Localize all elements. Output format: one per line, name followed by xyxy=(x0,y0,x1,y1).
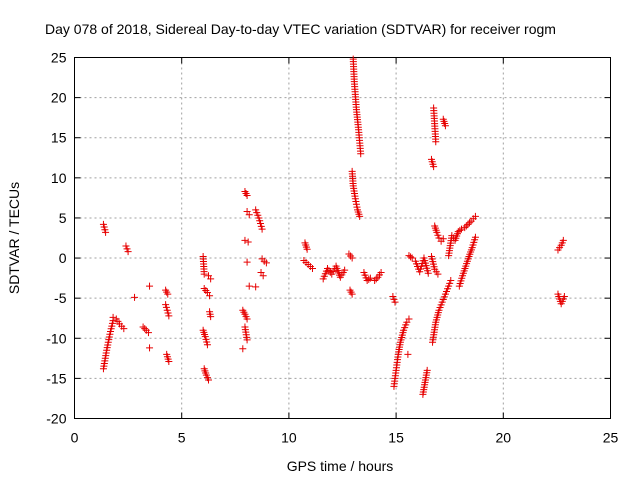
data-point xyxy=(441,122,449,130)
x-tick-label: 20 xyxy=(496,430,512,446)
y-tick-label: 10 xyxy=(51,170,67,186)
x-axis-label: GPS time / hours xyxy=(287,458,394,474)
data-point xyxy=(560,293,568,301)
data-point xyxy=(447,277,455,285)
data-point xyxy=(456,226,464,234)
data-point xyxy=(146,282,154,290)
data-point xyxy=(461,224,469,232)
data-point xyxy=(206,292,214,300)
data-point xyxy=(432,138,440,146)
axis-ticks: 0 5 10 15 20 25 -20 -15 -10 -5 0 5 10 15 20 25 xyxy=(46,50,618,446)
data-point xyxy=(308,264,316,272)
data-point xyxy=(462,222,470,230)
data-point xyxy=(243,336,251,344)
data-point xyxy=(404,350,412,358)
data-point xyxy=(464,220,472,228)
y-tick-label: 0 xyxy=(59,250,67,266)
x-tick-label: 15 xyxy=(388,430,404,446)
data-point xyxy=(424,269,432,277)
data-point xyxy=(341,266,349,274)
data-point xyxy=(258,225,266,233)
data-point xyxy=(357,150,365,158)
data-point xyxy=(165,358,173,366)
data-point xyxy=(366,274,374,282)
x-tick-label: 5 xyxy=(178,430,186,446)
data-point xyxy=(200,270,208,278)
x-tick-label: 10 xyxy=(281,430,297,446)
data-point xyxy=(434,270,442,278)
data-point xyxy=(408,254,416,262)
data-point xyxy=(377,268,385,276)
data-point xyxy=(391,298,399,306)
data-point xyxy=(405,315,413,323)
data-point xyxy=(241,236,249,244)
data-point xyxy=(245,282,253,290)
data-point xyxy=(243,315,251,323)
data-point xyxy=(243,258,251,266)
data-point xyxy=(165,312,173,320)
data-point xyxy=(423,366,431,374)
data-point xyxy=(207,275,215,283)
data-point xyxy=(120,325,128,333)
data-point xyxy=(243,191,251,199)
y-axis-label: SDTVAR / TECUs xyxy=(6,182,22,294)
y-tick-label: -20 xyxy=(46,411,66,427)
data-point xyxy=(139,323,147,331)
data-point xyxy=(559,236,567,244)
grid-lines xyxy=(74,57,611,419)
data-point xyxy=(252,283,260,291)
data-point xyxy=(164,290,172,298)
data-point xyxy=(144,329,152,337)
data-point xyxy=(124,248,132,256)
data-point xyxy=(262,259,270,267)
data-point xyxy=(356,212,364,220)
data-point xyxy=(109,313,117,321)
data-point xyxy=(371,277,379,285)
data-point xyxy=(244,238,252,246)
chart-title: Day 078 of 2018, Sidereal Day-to-day VTE… xyxy=(45,21,556,37)
y-tick-label: 15 xyxy=(51,130,67,146)
y-tick-label: 25 xyxy=(51,50,67,66)
data-point xyxy=(365,275,373,283)
data-point xyxy=(466,219,474,227)
plot-frame xyxy=(74,57,611,419)
data-point xyxy=(207,313,215,321)
y-tick-label: -5 xyxy=(54,290,67,306)
data-point xyxy=(471,233,479,241)
data-point xyxy=(303,245,311,253)
data-point xyxy=(141,325,149,333)
x-tick-label: 0 xyxy=(71,430,79,446)
data-point xyxy=(430,163,438,171)
data-point xyxy=(407,253,415,261)
y-tick-label: 20 xyxy=(51,90,67,106)
data-point xyxy=(205,376,212,384)
data-point xyxy=(348,254,356,262)
data-point xyxy=(471,212,479,220)
y-tick-label: -10 xyxy=(46,330,66,346)
x-tick-label: 25 xyxy=(603,430,619,446)
y-tick-label: 5 xyxy=(59,210,67,226)
data-point xyxy=(239,345,247,353)
data-point xyxy=(348,290,356,298)
data-point xyxy=(372,275,380,283)
y-tick-label: -15 xyxy=(46,370,66,386)
data-point xyxy=(245,211,253,219)
data-point xyxy=(457,225,465,233)
data-point xyxy=(131,293,139,301)
data-point xyxy=(259,272,267,280)
data-points xyxy=(99,55,568,398)
data-point xyxy=(102,228,110,236)
data-point xyxy=(439,235,447,243)
data-point xyxy=(203,341,211,349)
data-point xyxy=(146,344,154,352)
